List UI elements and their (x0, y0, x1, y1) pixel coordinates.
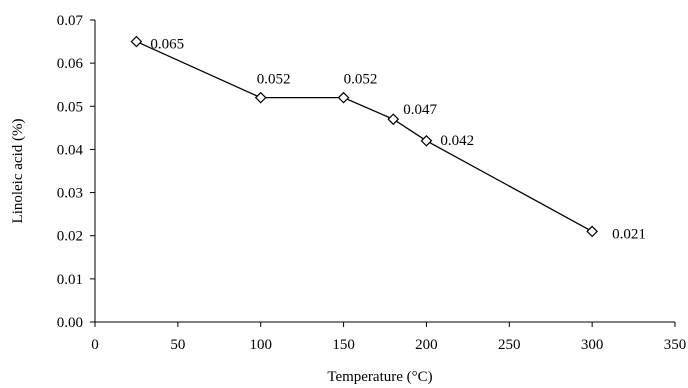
y-tick-label: 0.04 (57, 142, 84, 158)
x-tick-label: 150 (332, 337, 355, 353)
y-tick-label: 0.03 (57, 186, 83, 202)
data-point-marker (586, 225, 598, 238)
data-point-marker (130, 35, 143, 48)
x-tick-label: 0 (91, 337, 99, 353)
data-label: 0.042 (440, 133, 474, 149)
y-tick-label: 0.00 (57, 315, 83, 331)
data-point-marker (254, 91, 267, 104)
data-point-marker (337, 91, 350, 104)
x-tick-label: 50 (170, 337, 185, 353)
data-point-marker (420, 134, 433, 147)
x-tick-label: 200 (415, 337, 438, 353)
x-tick-label: 350 (664, 337, 687, 353)
y-tick-label: 0.06 (57, 56, 84, 72)
data-label: 0.021 (612, 226, 646, 242)
data-label: 0.047 (403, 102, 437, 118)
y-tick-label: 0.05 (57, 99, 83, 115)
x-axis-title: Temperature (°C) (327, 369, 432, 385)
x-axis-ticks: 0 50 100 150 200 250 300 350 (91, 322, 686, 353)
y-axis-ticks: 0.00 0.01 0.02 0.03 0.04 0.05 0.06 0.07 (57, 13, 95, 331)
series-line (136, 40, 593, 232)
axes (94, 20, 675, 323)
data-label: 0.052 (257, 72, 291, 88)
data-point-marker (387, 113, 400, 126)
data-label: 0.065 (150, 37, 184, 53)
data-label: 0.052 (344, 72, 378, 88)
y-tick-label: 0.02 (57, 229, 83, 245)
y-tick-label: 0.01 (57, 272, 83, 288)
y-axis-title: Linoleic acid (%) (10, 119, 26, 224)
x-tick-label: 300 (581, 337, 604, 353)
x-tick-label: 250 (498, 337, 521, 353)
x-tick-label: 100 (249, 337, 272, 353)
y-tick-label: 0.07 (57, 13, 84, 29)
